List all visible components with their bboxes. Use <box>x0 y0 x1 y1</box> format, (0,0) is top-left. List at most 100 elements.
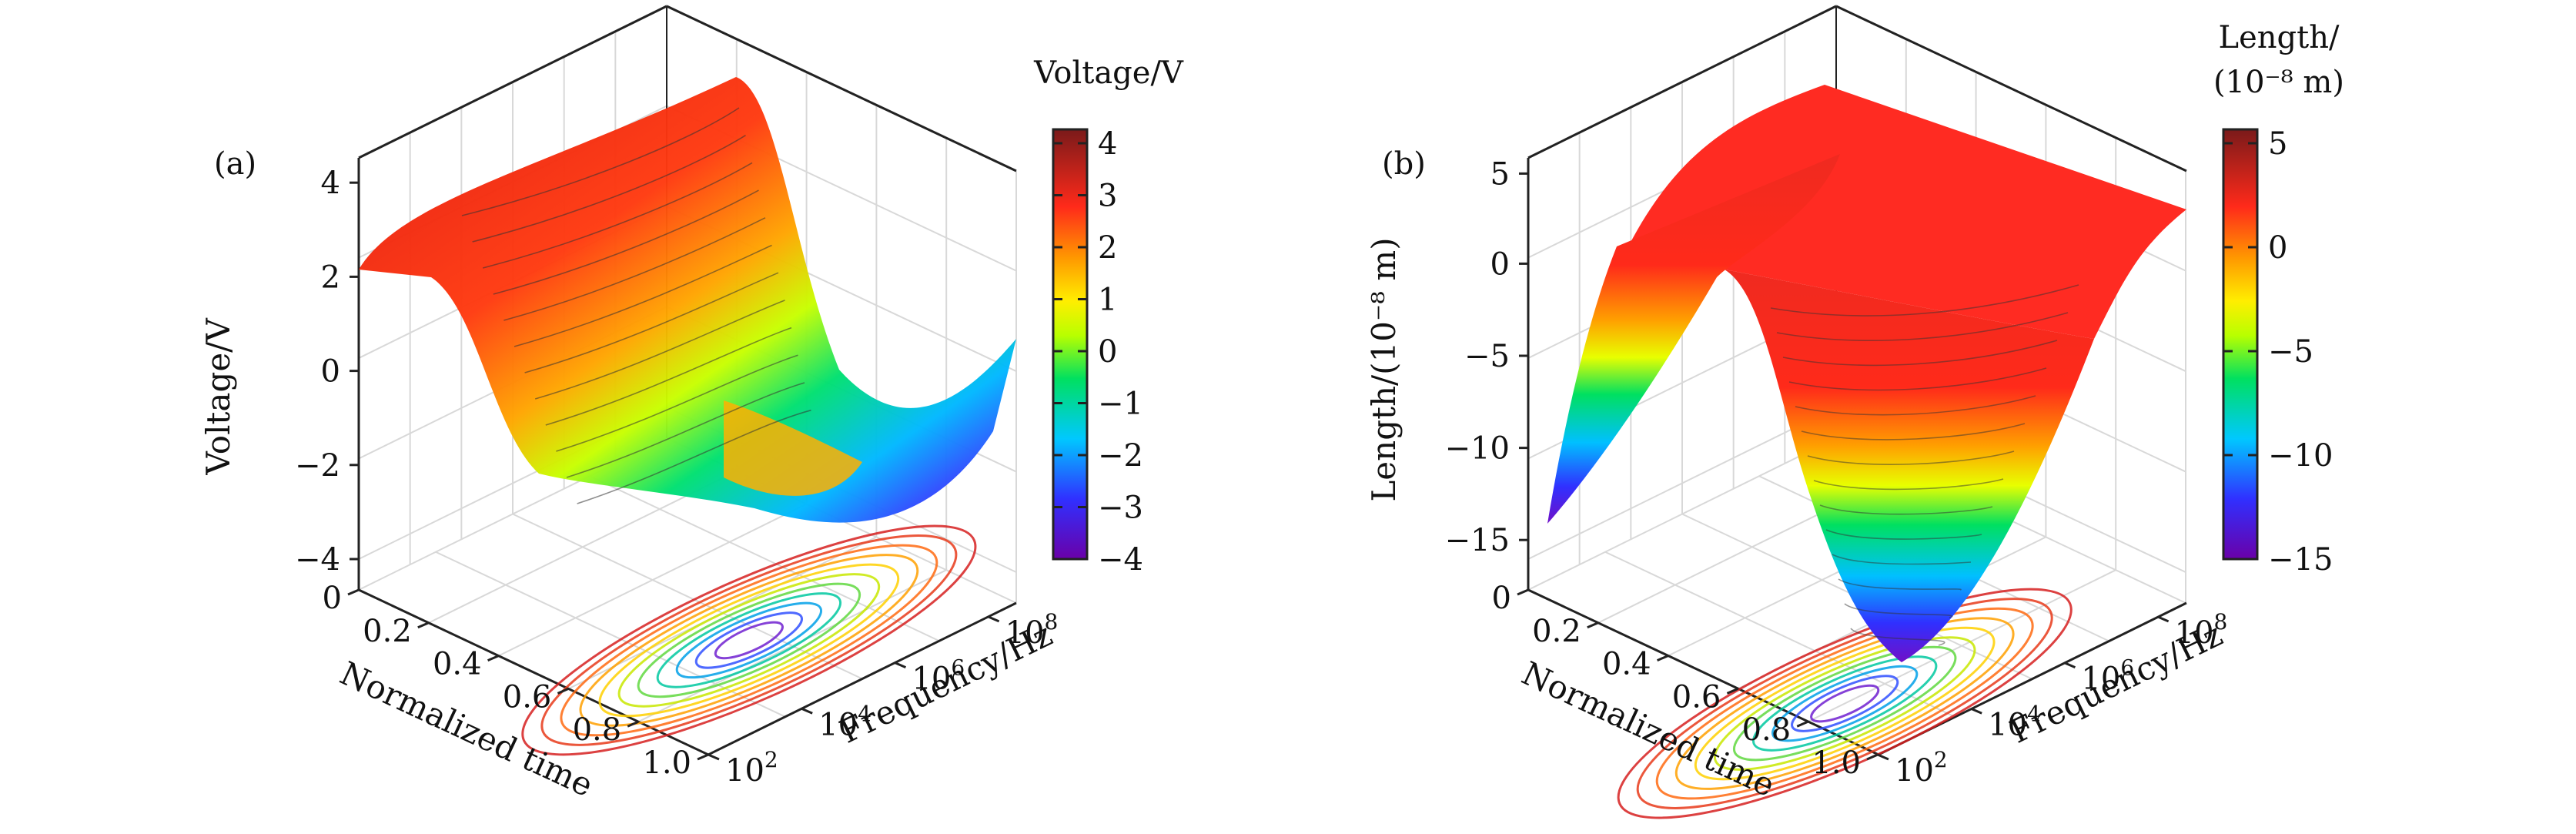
floor-contour-line <box>1810 684 1880 723</box>
colorbar-tick-label: 0 <box>2268 230 2287 266</box>
panel-b-y-ticks: 102 104 106 108 <box>1877 609 2228 789</box>
panel-a-floor-contours <box>521 524 977 756</box>
y-tick-mark <box>894 662 907 668</box>
x-tick-label: 0.4 <box>1602 647 1651 682</box>
panel-a-surface-face <box>359 77 1016 523</box>
surface-contour-line <box>1838 578 1962 591</box>
x-tick-label: 0.4 <box>433 647 482 682</box>
colorbar-tick-label: 0 <box>1098 334 1117 370</box>
floor-contour-line <box>598 563 900 718</box>
floor-contour-line <box>1732 645 1957 762</box>
panel-a-x-ticks: 0 0.2 0.4 0.6 0.8 1.0 <box>323 581 709 781</box>
surface-contour-line <box>1844 603 1953 618</box>
colorbar-tick-label: −2 <box>1098 438 1143 474</box>
surface-contour-line <box>1801 423 2026 440</box>
colorbar-tick-label: −3 <box>1098 491 1143 526</box>
y-tick-label: 102 <box>725 747 778 789</box>
panel-b-z-axis-label: Length/(10⁻⁸ m) <box>1365 237 1403 501</box>
x-tick-mark <box>487 655 500 662</box>
x-tick-mark <box>697 753 709 761</box>
x-tick-mark <box>1796 720 1808 728</box>
surface-contour-line <box>1776 312 2069 341</box>
z-tick-label: 0 <box>1490 246 1510 282</box>
y-tick-mark <box>1970 707 1982 715</box>
z-tick-label: −10 <box>1445 431 1510 467</box>
x-tick-label: 0.6 <box>1672 679 1721 715</box>
surface-contour-line <box>556 354 798 452</box>
panel-b-surface <box>1547 85 2186 662</box>
floor-contour-line <box>1751 655 1938 752</box>
y-tick-mark <box>1877 753 1889 761</box>
surface-contour-line <box>482 162 753 269</box>
floor-contour-line <box>1655 607 2034 800</box>
panel-a-surface-front-fold <box>724 400 862 496</box>
floor-contour-line <box>714 621 784 660</box>
surface-contour-line <box>1795 395 2036 416</box>
floor-contour-line <box>1674 617 2015 790</box>
x-tick-mark <box>557 688 569 695</box>
surface-contour-line <box>1770 284 2079 317</box>
x-tick-label: 0.6 <box>503 679 552 715</box>
surface-contour-line <box>503 217 766 321</box>
surface-contour-line <box>566 382 805 478</box>
x-tick-mark <box>347 588 360 596</box>
panel-b-colorbar-label-line1: Length/ <box>2219 20 2340 55</box>
colorbar-tick-label: −15 <box>2268 542 2333 578</box>
floor-contour-line <box>521 524 977 756</box>
x-tick-label: 0.2 <box>363 614 412 649</box>
y-tick-mark <box>2157 615 2170 623</box>
panel-b-x-ticks: 0 0.2 0.4 0.6 0.8 1.0 <box>1492 581 1878 781</box>
y-tick-mark <box>988 615 1000 623</box>
z-tick-label: 4 <box>321 166 340 201</box>
colorbar-tick-label: 2 <box>1098 230 1117 266</box>
panel-b-surface-plateau <box>1624 85 2186 339</box>
floor-contour-line <box>675 601 823 679</box>
panel-b-colorbar-ticks: −15 −10 −5 0 5 <box>2223 126 2333 578</box>
y-tick-mark <box>708 753 720 761</box>
y-tick-label: 108 <box>1005 609 1059 651</box>
x-tick-label: 1.0 <box>1812 745 1861 781</box>
z-tick-label: 2 <box>321 260 340 295</box>
panel-b-y-axis-label: Frequency/Hz <box>2004 615 2228 751</box>
colorbar-tick-label: −4 <box>1098 542 1143 578</box>
y-tick-label: 108 <box>2175 609 2228 651</box>
surface-contour-line <box>472 135 746 243</box>
panel-a-y-axis-label: Frequency/Hz <box>834 615 1058 751</box>
x-tick-label: 0.8 <box>573 712 622 748</box>
floor-contour-line <box>1694 626 1996 781</box>
floor-contour-line <box>1713 636 1976 771</box>
floor-contour-line <box>694 611 804 669</box>
panel-b-surface-valley <box>1725 270 2094 662</box>
panel-a-colorbar-ticks: −4 −3 −2 −1 0 1 2 3 4 <box>1053 126 1143 578</box>
colorbar-tick-label: 1 <box>1098 283 1117 318</box>
floor-contour-line <box>1771 665 1919 742</box>
floor-contour-line <box>1791 675 1899 732</box>
x-tick-mark <box>417 621 430 629</box>
y-tick-label: 106 <box>2081 655 2134 697</box>
x-tick-label: 0.2 <box>1532 614 1581 649</box>
surface-contour-line <box>1807 450 2015 465</box>
panel-a-colorbar <box>1052 128 1089 561</box>
surface-contour-line <box>1782 340 2058 367</box>
z-tick-label: 0 <box>321 354 340 390</box>
panel-b-colorbar-label-line2: (10⁻⁸ m) <box>2213 65 2344 100</box>
panel-a-z-ticks: −4 −2 0 2 4 <box>295 166 359 578</box>
x-tick-mark <box>1517 588 1529 596</box>
floor-contour-line <box>560 544 938 737</box>
panel-a-colorbar-label: Voltage/V <box>1033 55 1184 91</box>
y-tick-label: 106 <box>912 655 965 697</box>
floor-contour-line <box>637 582 861 698</box>
surface-contour-line <box>1788 367 2047 391</box>
surface-contour-line <box>493 189 759 295</box>
colorbar-tick-label: 4 <box>1098 126 1117 162</box>
y-tick-mark <box>801 707 813 715</box>
surface-contour-line <box>1825 529 1982 540</box>
surface-contour-line <box>534 300 785 400</box>
x-tick-label: 0 <box>323 581 342 616</box>
y-tick-label: 102 <box>1895 747 1948 789</box>
floor-contour-line <box>579 554 919 727</box>
panel-a-label: (a) <box>214 146 256 182</box>
z-tick-label: −4 <box>295 542 340 578</box>
surface-contour-line <box>514 244 772 347</box>
